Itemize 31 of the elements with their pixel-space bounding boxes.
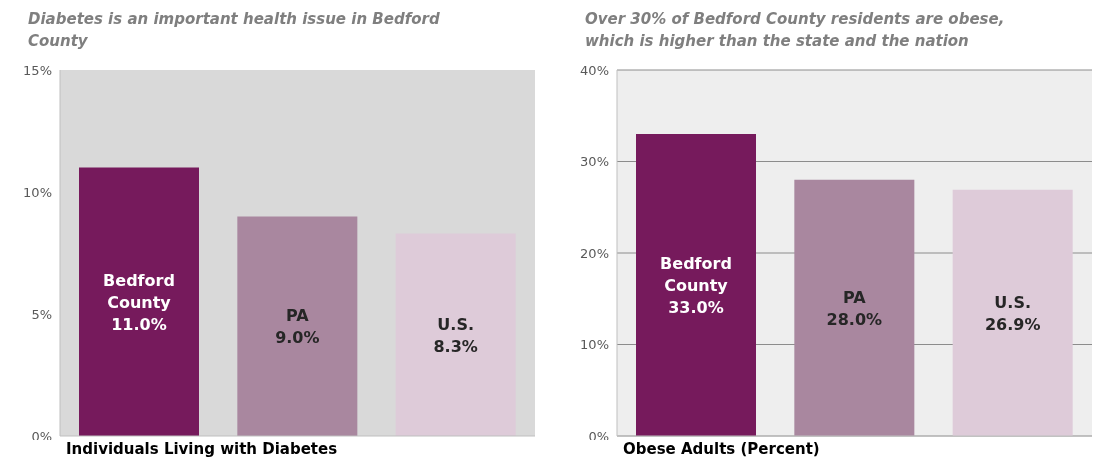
y-tick-label: 0% [588,428,609,444]
x-tick-label: Bedford County [660,254,732,296]
y-tick-label: 20% [580,245,609,261]
data-label: 9.0% [275,328,320,348]
y-tick-label: 40% [580,62,609,78]
y-tick-label: 5% [31,306,52,322]
data-label: 26.9% [984,314,1041,334]
x-axis-title: Obese Adults (Percent) [623,440,821,458]
x-tick-label: Bedford County [103,270,175,312]
y-tick-label: 30% [580,154,609,170]
y-tick-label: 10% [580,337,609,353]
bar [794,179,915,436]
data-label: 33.0% [668,298,724,318]
bar [237,216,358,436]
bar [79,167,199,436]
data-label: 8.3% [433,336,478,356]
y-tick-label: 10% [23,184,52,200]
chart-title: Over 30% of Bedford County residents are obese, which is higher than the state and the nation [585,9,1006,52]
bar [636,134,756,436]
data-label: 11.0% [111,314,167,334]
y-tick-label: 15% [23,62,52,78]
data-label: 28.0% [826,309,883,329]
x-tick-label: U.S. [994,292,1031,312]
bar [952,189,1073,436]
chart-title: Diabetes is an important health issue in Bedford County [28,9,441,52]
x-tick-label: PA [286,306,310,326]
x-axis-title: Individuals Living with Diabetes [66,440,339,458]
x-tick-label: PA [843,287,867,307]
y-tick-label: 0% [31,428,52,444]
x-tick-label: U.S. [437,314,474,334]
bar [395,233,516,436]
